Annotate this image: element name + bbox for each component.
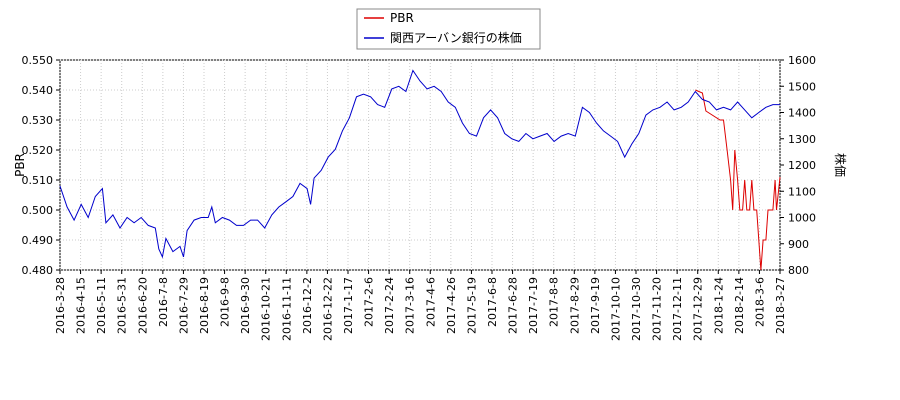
- x-tick-label: 2017-11-20: [651, 277, 664, 341]
- x-tick-label: 2017-12-11: [671, 277, 684, 341]
- series-line-stock-price: [59, 69, 780, 259]
- x-tick-label: 2017-1-17: [342, 277, 355, 334]
- left-tick-label: 0.540: [22, 84, 54, 97]
- right-tick-label: 800: [788, 264, 809, 277]
- x-tick-label: 2016-3-28: [54, 277, 67, 334]
- plot-area: [59, 59, 781, 271]
- legend: PBR 関西アーバン銀行の株価: [356, 8, 541, 50]
- right-tick-label: 1000: [788, 212, 816, 225]
- x-tick-label: 2016-10-21: [260, 277, 273, 341]
- x-tick-label: 2016-9-30: [239, 277, 252, 334]
- x-tick-label: 2017-2-24: [383, 277, 396, 334]
- right-tick-label: 1400: [788, 107, 816, 120]
- left-tick-label: 0.480: [22, 264, 54, 277]
- left-tick-label: 0.530: [22, 114, 54, 127]
- x-tick-label: 2017-9-19: [589, 277, 602, 334]
- series-line-pbr: [695, 89, 781, 271]
- x-tick-label: 2016-11-11: [280, 277, 293, 341]
- grid: [59, 59, 781, 271]
- right-tick-label: 1200: [788, 159, 816, 172]
- left-tick-label: 0.550: [22, 54, 54, 67]
- legend-box: [356, 8, 541, 50]
- x-tick-label: 2016-7-29: [177, 277, 190, 334]
- x-tick-label: 2018-3-27: [774, 277, 787, 334]
- right-tick-label: 1500: [788, 80, 816, 93]
- x-tick-label: 2017-7-19: [527, 277, 540, 334]
- legend-label-stock: 関西アーバン銀行の株価: [390, 30, 522, 45]
- x-tick-label: 2018-2-14: [733, 277, 746, 334]
- plot-frame: [59, 59, 781, 271]
- series-layer: [59, 69, 781, 271]
- left-tick-label: 0.520: [22, 144, 54, 157]
- x-tick-label: 2016-8-19: [198, 277, 211, 334]
- left-tick-label: 0.490: [22, 234, 54, 247]
- x-axis: 2016-3-28 2016-4-15 2016-5-11 2016-5-31 2016…: [54, 270, 787, 341]
- x-tick-label: 2017-8-8: [548, 277, 561, 327]
- x-tick-label: 2016-4-15: [75, 277, 88, 334]
- x-tick-label: 2016-12-22: [321, 277, 334, 341]
- right-tick-label: 1100: [788, 185, 816, 198]
- x-tick-label: 2016-5-11: [95, 277, 108, 334]
- x-tick-label: 2016-7-8: [157, 277, 170, 327]
- right-axis-label: 株価: [833, 153, 848, 177]
- x-tick-label: 2016-5-31: [116, 277, 129, 334]
- x-tick-label: 2017-6-28: [507, 277, 520, 334]
- x-tick-label: 2017-2-6: [363, 277, 376, 327]
- legend-label-pbr: PBR: [390, 11, 414, 25]
- right-axis: 800 900 1000 1100 1200 1300 1400 1500 1600: [780, 54, 816, 277]
- x-tick-label: 2017-12-29: [692, 277, 705, 341]
- right-tick-label: 1600: [788, 54, 816, 67]
- x-tick-label: 2017-10-30: [630, 277, 643, 341]
- x-tick-label: 2016-12-2: [301, 277, 314, 334]
- x-tick-label: 2018-3-6: [753, 277, 766, 327]
- right-tick-label: 900: [788, 238, 809, 251]
- x-tick-label: 2017-6-8: [486, 277, 499, 327]
- x-tick-label: 2016-9-8: [219, 277, 232, 327]
- x-tick-label: 2017-4-6: [424, 277, 437, 327]
- x-tick-label: 2017-4-26: [445, 277, 458, 334]
- x-tick-label: 2017-8-29: [568, 277, 581, 334]
- x-tick-label: 2017-3-16: [404, 277, 417, 334]
- left-tick-label: 0.510: [22, 174, 54, 187]
- right-tick-label: 1300: [788, 133, 816, 146]
- left-tick-label: 0.500: [22, 204, 54, 217]
- left-axis-label: PBR: [13, 153, 27, 177]
- x-tick-label: 2018-1-24: [712, 277, 725, 334]
- x-tick-label: 2017-10-10: [609, 277, 622, 341]
- x-tick-label: 2017-5-19: [465, 277, 478, 334]
- left-axis: 0.480 0.490 0.500 0.510 0.520 0.530 0.540 0.550: [22, 54, 60, 277]
- x-tick-label: 2016-6-20: [136, 277, 149, 334]
